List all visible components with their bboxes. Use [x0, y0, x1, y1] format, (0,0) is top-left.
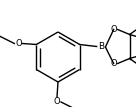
Text: O: O	[54, 97, 60, 106]
Text: O: O	[110, 25, 117, 34]
Text: O: O	[15, 39, 22, 48]
Text: B: B	[99, 42, 105, 51]
Text: O: O	[110, 59, 117, 68]
